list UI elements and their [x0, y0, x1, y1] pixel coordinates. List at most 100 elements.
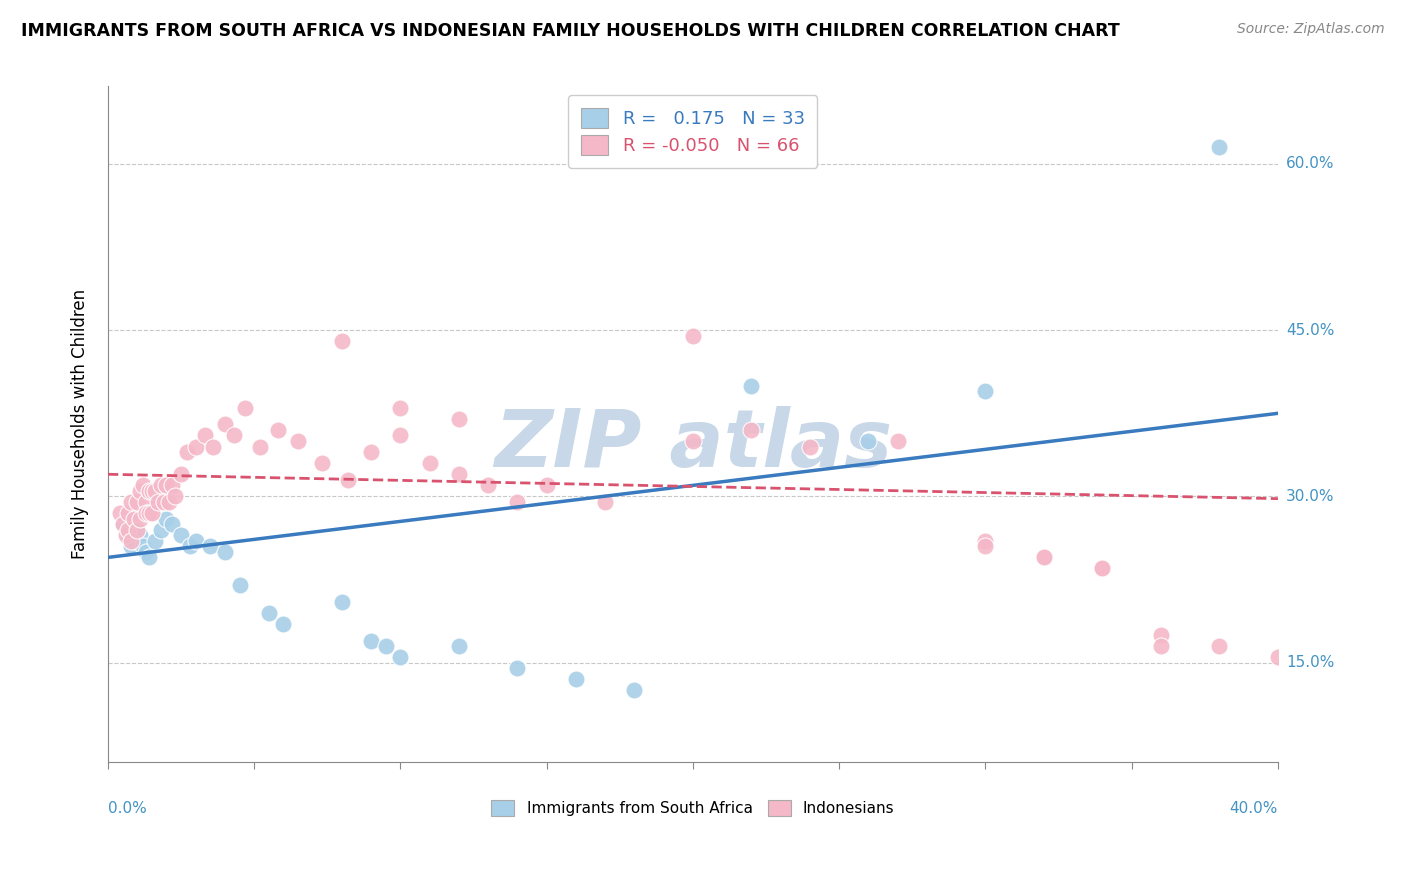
Point [202, 440, 225, 454]
Point [152, 495, 174, 509]
Point [124, 533, 146, 548]
Point [273, 616, 295, 631]
Point [117, 506, 139, 520]
Point [1150, 639, 1173, 653]
Point [336, 473, 359, 487]
Point [389, 428, 412, 442]
Point [858, 434, 880, 448]
Point [682, 434, 704, 448]
Point [143, 533, 166, 548]
Point [799, 440, 821, 454]
Point [740, 423, 762, 437]
Point [170, 467, 193, 482]
Point [135, 545, 157, 559]
Point [214, 545, 236, 559]
Point [1091, 561, 1114, 575]
Point [155, 511, 177, 525]
Point [127, 523, 149, 537]
Point [108, 506, 131, 520]
Point [1032, 550, 1054, 565]
Text: ZIP atlas: ZIP atlas [494, 406, 891, 483]
Point [129, 483, 152, 498]
Point [249, 440, 271, 454]
Point [886, 434, 908, 448]
Point [235, 401, 257, 415]
Point [360, 445, 382, 459]
Point [132, 539, 155, 553]
Point [176, 445, 198, 459]
Y-axis label: Family Households with Children: Family Households with Children [72, 289, 89, 559]
Point [132, 478, 155, 492]
Point [506, 661, 529, 675]
Point [117, 528, 139, 542]
Point [184, 440, 207, 454]
Point [127, 523, 149, 537]
Point [1032, 550, 1054, 565]
Point [138, 506, 160, 520]
Point [157, 495, 180, 509]
Text: 40.0%: 40.0% [1230, 801, 1278, 816]
Point [135, 506, 157, 520]
Point [200, 539, 222, 553]
Point [974, 533, 997, 548]
Text: Source: ZipAtlas.com: Source: ZipAtlas.com [1237, 22, 1385, 37]
Point [330, 595, 353, 609]
Point [111, 517, 134, 532]
Point [179, 539, 201, 553]
Point [138, 550, 160, 565]
Point [149, 478, 172, 492]
Point [127, 495, 149, 509]
Point [419, 456, 441, 470]
Point [149, 523, 172, 537]
Point [257, 606, 280, 620]
Point [330, 334, 353, 349]
Point [120, 495, 142, 509]
Point [214, 417, 236, 432]
Point [162, 478, 184, 492]
Point [477, 478, 499, 492]
Point [114, 528, 136, 542]
Point [1208, 639, 1230, 653]
Point [447, 467, 470, 482]
Point [1267, 650, 1289, 665]
Point [740, 378, 762, 392]
Text: IMMIGRANTS FROM SOUTH AFRICA VS INDONESIAN FAMILY HOUSEHOLDS WITH CHILDREN CORRE: IMMIGRANTS FROM SOUTH AFRICA VS INDONESI… [21, 22, 1119, 40]
Point [389, 650, 412, 665]
Point [141, 506, 163, 520]
Point [536, 478, 558, 492]
Point [974, 539, 997, 553]
Point [593, 495, 616, 509]
Point [165, 490, 187, 504]
Point [311, 456, 333, 470]
Point [129, 528, 152, 542]
Point [120, 539, 142, 553]
Text: 15.0%: 15.0% [1286, 656, 1334, 670]
Point [184, 533, 207, 548]
Point [682, 328, 704, 343]
Point [143, 483, 166, 498]
Point [228, 578, 250, 592]
Point [266, 423, 288, 437]
Point [974, 384, 997, 399]
Point [360, 633, 382, 648]
Point [120, 533, 142, 548]
Point [135, 495, 157, 509]
Point [1150, 628, 1173, 642]
Legend: Immigrants from South Africa, Indonesians: Immigrants from South Africa, Indonesian… [485, 794, 901, 822]
Point [287, 434, 309, 448]
Point [162, 517, 184, 532]
Point [117, 523, 139, 537]
Point [374, 639, 396, 653]
Point [447, 639, 470, 653]
Point [155, 478, 177, 492]
Point [222, 428, 245, 442]
Text: 60.0%: 60.0% [1286, 156, 1334, 171]
Point [389, 401, 412, 415]
Point [623, 683, 645, 698]
Point [129, 511, 152, 525]
Text: 0.0%: 0.0% [108, 801, 146, 816]
Text: 30.0%: 30.0% [1286, 489, 1334, 504]
Text: 45.0%: 45.0% [1286, 323, 1334, 338]
Point [1091, 561, 1114, 575]
Point [565, 673, 588, 687]
